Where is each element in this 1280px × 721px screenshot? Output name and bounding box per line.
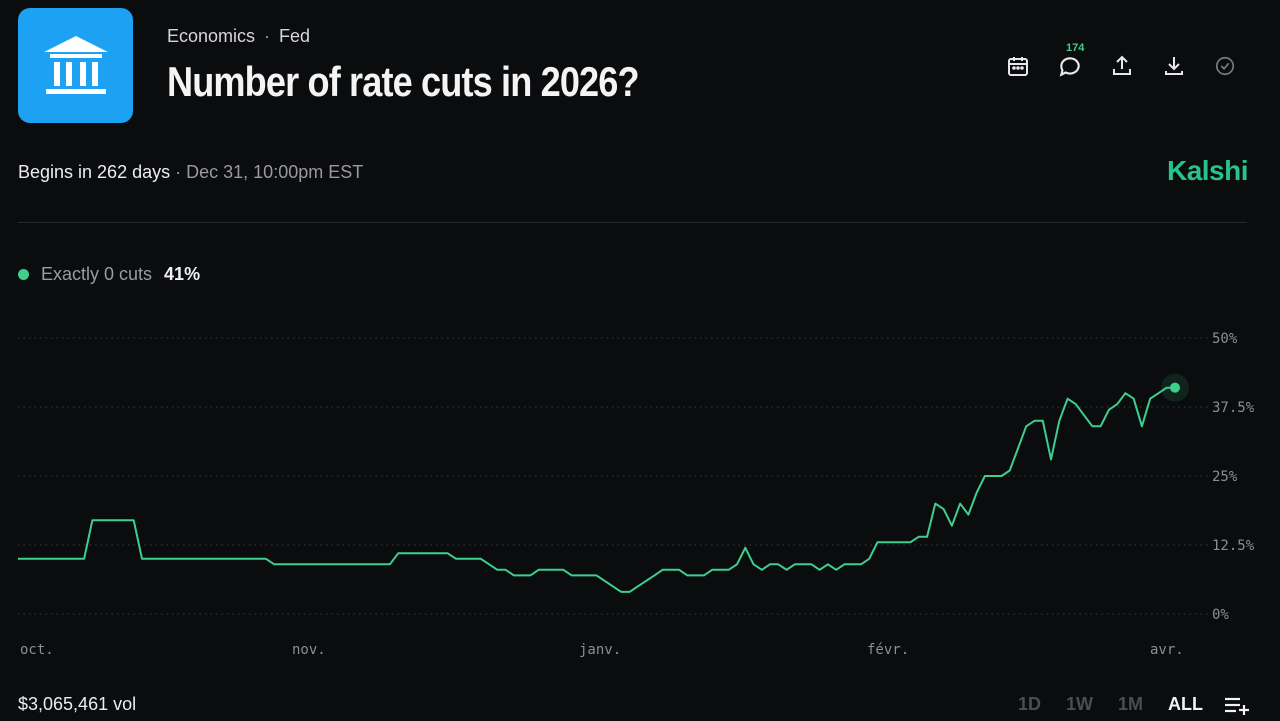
share-icon[interactable] — [1106, 50, 1138, 82]
range-all[interactable]: ALL — [1168, 694, 1204, 714]
calendar-icon[interactable] — [1002, 50, 1034, 82]
x-tick-label: avr. — [1150, 642, 1184, 658]
breadcrumb: Economics · Fed — [167, 26, 310, 47]
list-add-icon[interactable] — [1224, 694, 1250, 716]
breadcrumb-category[interactable]: Economics — [167, 26, 256, 46]
divider — [18, 222, 1247, 223]
range-1d[interactable]: 1D — [1018, 694, 1042, 714]
begins-text: Begins in 262 days — [18, 162, 171, 182]
schedule-date: Dec 31, 10:00pm EST — [186, 162, 364, 182]
y-tick-label: 37.5% — [1212, 400, 1255, 416]
chart-legend: Exactly 0 cuts 41% — [18, 264, 200, 285]
y-tick-label: 12.5% — [1212, 538, 1255, 554]
range-1w[interactable]: 1W — [1066, 694, 1094, 714]
breadcrumb-subcategory[interactable]: Fed — [279, 26, 311, 46]
range-selector: 1D 1W 1M ALL — [1018, 694, 1228, 715]
legend-dot — [18, 269, 29, 280]
action-bar — [1000, 50, 1250, 82]
schedule-separator: · — [175, 162, 182, 182]
x-tick-label: févr. — [867, 642, 909, 658]
check-circle-icon[interactable] — [1209, 50, 1241, 82]
x-tick-label: nov. — [292, 642, 326, 658]
schedule-info: Begins in 262 days · Dec 31, 10:00pm EST — [18, 162, 363, 183]
volume-text: $3,065,461 vol — [18, 694, 137, 714]
x-tick-label: janv. — [579, 642, 621, 658]
series-line — [18, 386, 1175, 593]
page-title: Number of rate cuts in 2026? — [167, 58, 640, 105]
y-tick-label: 50% — [1212, 331, 1238, 347]
market-logo — [18, 8, 133, 123]
x-tick-label: oct. — [20, 642, 54, 658]
legend-name: Exactly 0 cuts — [41, 264, 153, 284]
range-1m[interactable]: 1M — [1118, 694, 1144, 714]
bank-building-icon — [43, 35, 108, 94]
comment-count-badge: 174 — [1066, 42, 1085, 54]
price-chart[interactable]: 50% 37.5% 25% 12.5% 0% oct. nov. janv. févr. avr. — [0, 320, 1280, 665]
legend-value: 41% — [164, 264, 201, 284]
brand-logo[interactable]: Kalshi — [1166, 155, 1249, 186]
y-tick-label: 25% — [1212, 469, 1238, 485]
comment-icon[interactable] — [1054, 50, 1086, 82]
endpoint-dot — [1170, 382, 1180, 393]
breadcrumb-separator: · — [264, 26, 271, 46]
y-tick-label: 0% — [1212, 607, 1229, 623]
download-icon[interactable] — [1158, 50, 1190, 82]
